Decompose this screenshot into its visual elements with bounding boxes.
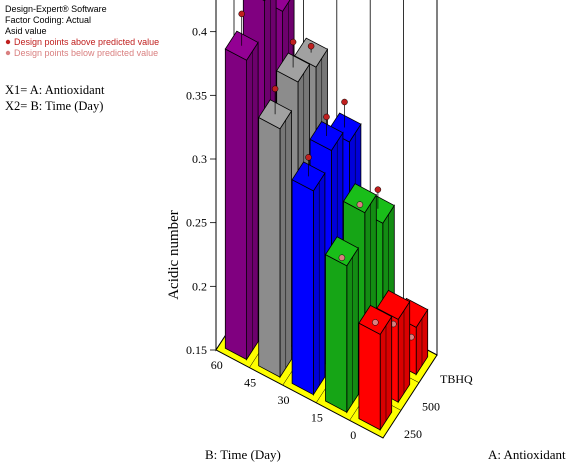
bar <box>291 154 326 397</box>
legend-above-marker <box>5 39 11 45</box>
design-point-above <box>238 10 245 18</box>
bar-top <box>262 0 266 2</box>
bar-face <box>325 253 348 413</box>
y-axis-title: B: Time (Day) <box>205 447 281 462</box>
bar-top <box>324 236 359 267</box>
time-tick-label: 60 <box>211 358 223 372</box>
time-tick-label: 15 <box>311 411 323 425</box>
x-axis-title: A: Antioxidant <box>488 447 566 462</box>
antioxidant-tick-label: 250 <box>404 427 422 441</box>
bar-face <box>358 322 381 431</box>
antioxidant-tick-label: TBHQ <box>440 372 473 386</box>
design-point-below <box>356 201 364 208</box>
bar <box>324 236 359 414</box>
bar <box>258 85 293 379</box>
z-axis-title: Acidic number <box>166 210 182 300</box>
design-point-above <box>307 42 315 50</box>
info-block: Design-Expert® Software Factor Coding: A… <box>5 4 159 113</box>
z-tick-label: 0.2 <box>192 279 207 293</box>
z-tick-label: 0.25 <box>186 216 207 230</box>
design-point-above <box>289 38 297 46</box>
legend-below-label: Design points below predicted value <box>14 48 158 58</box>
factor-x2-label: X2= B: Time (Day) <box>5 99 103 113</box>
bar-face <box>291 179 314 396</box>
time-tick-label: 45 <box>244 375 256 389</box>
bar <box>376 289 411 404</box>
software-label: Design-Expert® Software <box>5 4 107 14</box>
response-label: Asid value <box>5 26 47 36</box>
bar-top <box>376 289 411 320</box>
legend-below-marker <box>5 50 11 56</box>
factor-coding-label: Factor Coding: Actual <box>5 15 91 25</box>
design-point-below <box>338 254 346 261</box>
bar-face <box>258 116 281 378</box>
z-tick-label: 0.35 <box>186 88 207 102</box>
design-point-above <box>323 113 330 121</box>
bar <box>358 304 393 432</box>
z-tick-label: 0.4 <box>192 25 207 39</box>
bar-top <box>258 99 293 130</box>
design-point-above <box>271 85 279 93</box>
bar-face <box>224 48 248 361</box>
design-point-above <box>305 154 312 161</box>
z-tick-label: 0.15 <box>186 343 207 357</box>
bars-group <box>224 0 429 432</box>
axis-ticks: 0.150.20.250.30.350.40.45015304560250500… <box>186 0 473 442</box>
z-tick-label: 0.3 <box>192 152 207 166</box>
antioxidant-tick-label: 500 <box>422 400 440 414</box>
factor-x1-label: X1= A: Antioxidant <box>5 83 105 97</box>
bar-top <box>342 183 377 214</box>
legend-above-label: Design points above predicted value <box>14 37 159 47</box>
design-point-below <box>372 319 379 326</box>
design-point-above <box>374 186 382 193</box>
design-point-above <box>341 98 348 106</box>
time-tick-label: 0 <box>350 428 356 442</box>
bar <box>224 10 259 361</box>
bar-top <box>294 37 329 68</box>
time-tick-label: 30 <box>278 393 290 407</box>
